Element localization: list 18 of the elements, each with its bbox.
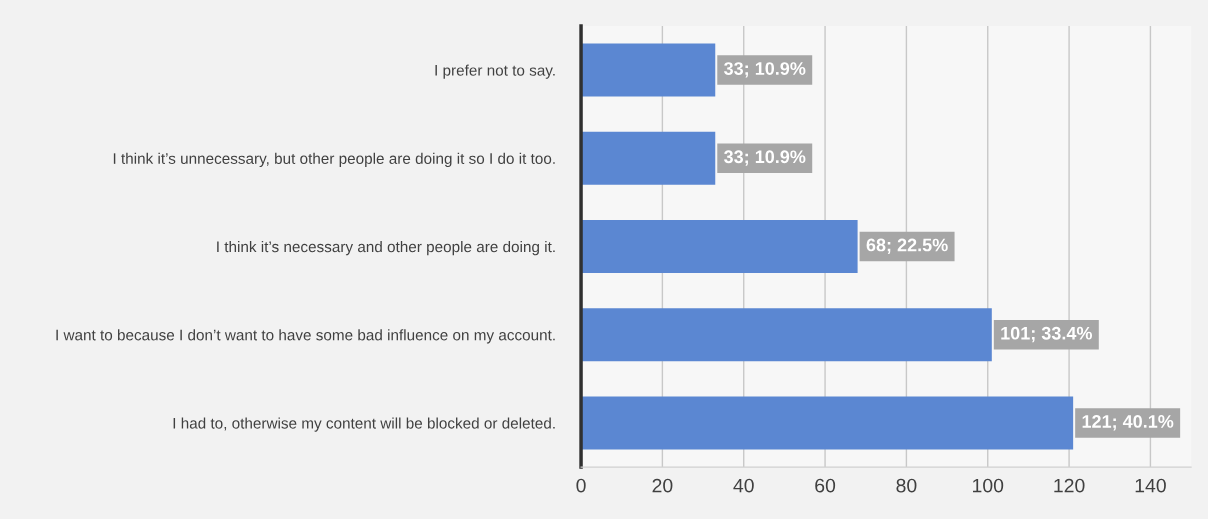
- y-tick-label: I prefer not to say.: [435, 64, 555, 79]
- x-tick-label: 80: [896, 478, 917, 493]
- data-label: 33; 10.9%: [724, 62, 806, 78]
- x-tick-label: 120: [1054, 478, 1085, 493]
- data-label: 33; 10.9%: [724, 150, 806, 166]
- x-tick-label: 40: [733, 478, 754, 493]
- x-tick-label: 20: [652, 478, 673, 493]
- y-tick-label: I want to because I don’t want to have some bad influence on my account.: [56, 329, 555, 344]
- x-tick-label: 0: [576, 478, 586, 493]
- y-tick-label: I had to, otherwise my content will be blocked or deleted.: [173, 417, 555, 432]
- y-tick-label: I think it’s unnecessary, but other people are doing it so I do it too.: [113, 152, 555, 167]
- data-label: 101; 33.4%: [1001, 326, 1093, 343]
- x-tick-label: 100: [973, 478, 1004, 493]
- x-tick-label: 60: [815, 478, 836, 493]
- data-label: 121; 40.1%: [1082, 415, 1174, 431]
- y-tick-label: I think it’s necessary and other people are doing it.: [217, 240, 555, 256]
- x-tick-label: 140: [1135, 478, 1166, 493]
- data-label: 68; 22.5%: [866, 238, 948, 254]
